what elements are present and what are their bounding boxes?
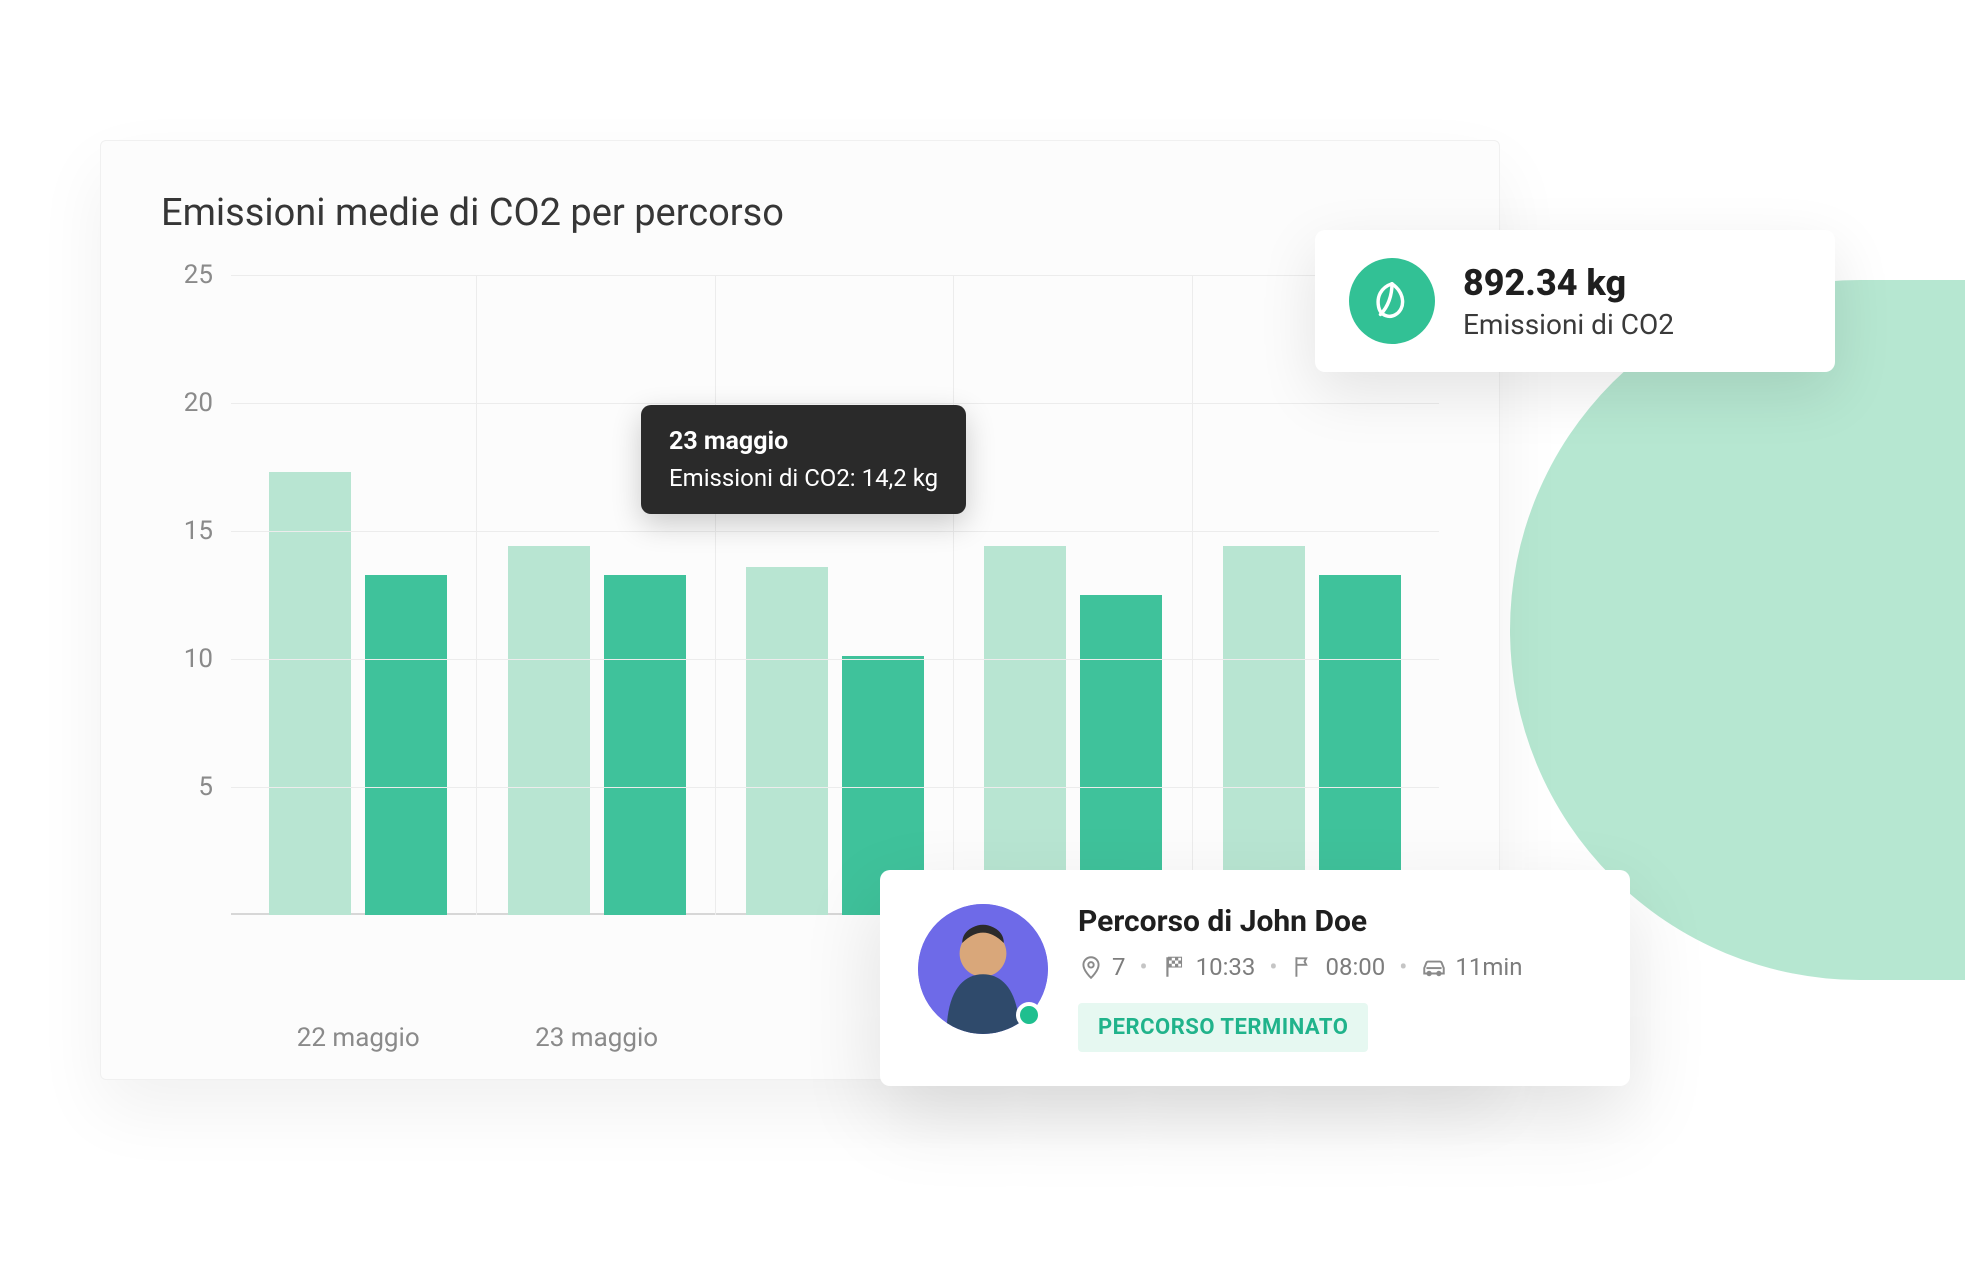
bar[interactable] bbox=[365, 575, 447, 915]
chart-title: Emissioni medie di CO2 per percorso bbox=[161, 191, 1439, 235]
grid-line bbox=[231, 403, 1439, 404]
bar-group bbox=[251, 275, 465, 915]
bar-group bbox=[728, 275, 942, 915]
bar[interactable] bbox=[984, 546, 1066, 915]
bar[interactable] bbox=[1080, 595, 1162, 915]
y-tick-label: 25 bbox=[184, 260, 213, 290]
y-tick-label: 10 bbox=[184, 644, 213, 674]
group-divider bbox=[715, 275, 716, 915]
chart-bars bbox=[251, 275, 1419, 915]
bar[interactable] bbox=[1223, 546, 1305, 915]
car-icon bbox=[1421, 954, 1447, 980]
chart-tooltip: 23 maggio Emissioni di CO2: 14,2 kg bbox=[641, 405, 966, 514]
bar[interactable] bbox=[604, 575, 686, 915]
group-divider bbox=[1192, 275, 1193, 915]
pin-icon bbox=[1078, 954, 1104, 980]
checkered-flag-icon bbox=[1162, 954, 1188, 980]
meta-finish-value: 10:33 bbox=[1196, 953, 1256, 981]
meta-stops: 7 bbox=[1078, 953, 1126, 981]
chart-plot: 23 maggio Emissioni di CO2: 14,2 kg bbox=[231, 275, 1439, 915]
bar[interactable] bbox=[508, 546, 590, 915]
meta-stops-value: 7 bbox=[1112, 953, 1126, 981]
meta-start: 08:00 bbox=[1291, 953, 1385, 981]
summary-label: Emissioni di CO2 bbox=[1463, 308, 1674, 341]
meta-separator: • bbox=[1140, 953, 1148, 981]
group-divider bbox=[476, 275, 477, 915]
flag-icon bbox=[1291, 954, 1317, 980]
status-badge: PERCORSO TERMINATO bbox=[1078, 1003, 1368, 1052]
meta-separator: • bbox=[1269, 953, 1277, 981]
bar[interactable] bbox=[269, 472, 351, 915]
grid-line bbox=[231, 531, 1439, 532]
status-dot bbox=[1016, 1002, 1042, 1028]
meta-finish: 10:33 bbox=[1162, 953, 1256, 981]
driver-meta: 7 • 10:33 • 08:00 • bbox=[1078, 953, 1592, 981]
grid-line bbox=[231, 659, 1439, 660]
summary-card: 892.34 kg Emissioni di CO2 bbox=[1315, 230, 1835, 372]
summary-text: 892.34 kg Emissioni di CO2 bbox=[1463, 262, 1674, 341]
leaf-icon bbox=[1349, 258, 1435, 344]
driver-card[interactable]: Percorso di John Doe 7 • 10:33 bbox=[880, 870, 1630, 1086]
bar-group bbox=[489, 275, 703, 915]
x-tick-label: 22 maggio bbox=[251, 1023, 465, 1053]
driver-info: Percorso di John Doe 7 • 10:33 bbox=[1078, 904, 1592, 1052]
y-tick-label: 15 bbox=[184, 516, 213, 546]
bar[interactable] bbox=[746, 567, 828, 915]
grid-line bbox=[231, 275, 1439, 276]
avatar bbox=[918, 904, 1048, 1034]
group-divider bbox=[953, 275, 954, 915]
meta-separator: • bbox=[1399, 953, 1407, 981]
y-tick-label: 5 bbox=[198, 772, 213, 802]
bar-group bbox=[966, 275, 1180, 915]
meta-start-value: 08:00 bbox=[1325, 953, 1385, 981]
summary-value: 892.34 kg bbox=[1463, 262, 1674, 304]
grid-line bbox=[231, 787, 1439, 788]
tooltip-body: Emissioni di CO2: 14,2 kg bbox=[669, 464, 938, 492]
tooltip-title: 23 maggio bbox=[669, 427, 938, 456]
meta-duration: 11min bbox=[1421, 953, 1522, 981]
y-axis: 510152025 bbox=[161, 275, 231, 915]
bar[interactable] bbox=[1319, 575, 1401, 915]
y-tick-label: 20 bbox=[184, 388, 213, 418]
meta-duration-value: 11min bbox=[1455, 953, 1522, 981]
x-tick-label: 23 maggio bbox=[489, 1023, 703, 1053]
driver-title: Percorso di John Doe bbox=[1078, 904, 1592, 939]
